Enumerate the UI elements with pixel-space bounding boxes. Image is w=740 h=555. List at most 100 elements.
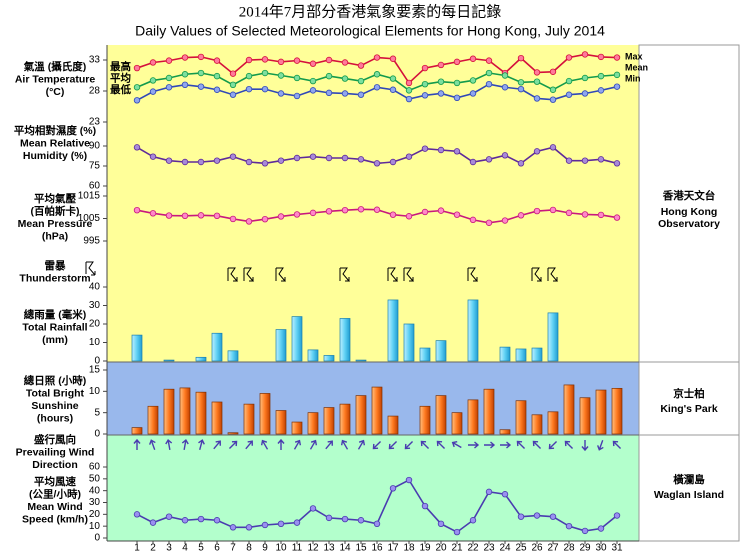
x-tick-label: 22 [467, 543, 479, 554]
panel-label: Direction [32, 459, 78, 471]
point [469, 216, 477, 224]
station-column [638, 44, 740, 542]
bar [595, 389, 607, 435]
point [517, 513, 525, 520]
point [341, 154, 349, 162]
x-tick-label: 12 [307, 543, 319, 554]
arrow-shape [468, 441, 480, 449]
wind-arrow [451, 440, 462, 449]
x-tick-label: 30 [595, 543, 607, 554]
point [261, 56, 269, 63]
point [197, 212, 205, 219]
y-tick-label: 40 [89, 282, 101, 293]
panel-label: 平均相對濕度 (%) [14, 124, 96, 137]
point [245, 56, 253, 64]
point [421, 502, 429, 510]
point [421, 208, 429, 216]
wind-arrow [325, 440, 333, 450]
point [437, 146, 445, 154]
point [149, 210, 157, 217]
x-tick-label: 14 [339, 543, 351, 554]
panel-label: (mm) [42, 334, 68, 346]
point [373, 71, 381, 78]
wind-arrow [532, 440, 542, 450]
point [549, 144, 557, 151]
point [309, 87, 317, 94]
x-tick-label: 31 [611, 543, 623, 554]
bar [435, 340, 447, 362]
wind-arrow [228, 440, 238, 450]
x-tick-label: 13 [323, 543, 335, 554]
x-tick-label: 19 [419, 543, 431, 554]
wind-arrow [181, 439, 189, 451]
y-tick-label: 5 [94, 407, 100, 418]
point [549, 96, 557, 103]
panel-label: Mean Wind [27, 501, 82, 513]
point [405, 153, 413, 160]
bar [371, 386, 383, 435]
point [437, 61, 445, 69]
point [341, 206, 349, 214]
bar [195, 391, 207, 435]
bar [131, 427, 143, 435]
point [341, 75, 349, 82]
station-en: Hong Kong [661, 206, 718, 218]
point [405, 213, 413, 220]
point [549, 86, 557, 93]
bar [483, 388, 495, 435]
point [613, 512, 621, 519]
bar [355, 395, 367, 435]
y-tick-label: 0 [94, 429, 100, 440]
title: Daily Values of Selected Meteorological … [135, 23, 605, 39]
bar [563, 384, 575, 435]
point [133, 97, 141, 104]
point [581, 157, 589, 164]
bar [547, 411, 559, 435]
bar [259, 393, 271, 435]
point [309, 505, 317, 512]
bar [211, 401, 223, 435]
point [453, 94, 461, 102]
point [421, 145, 429, 152]
wind-arrow [612, 440, 622, 450]
legend-label: Mean [625, 62, 648, 72]
bar [179, 387, 191, 435]
panel-label: Prevailing Wind [16, 446, 95, 458]
x-tick-label: 11 [292, 543, 303, 554]
wind-arrow [213, 440, 221, 450]
x-tick-label: 28 [563, 543, 575, 554]
wind-arrow [564, 440, 574, 450]
wind-arrow [436, 440, 446, 450]
wind-arrow [198, 439, 205, 451]
point [229, 153, 237, 160]
point [485, 156, 493, 163]
y-tick-label: 23 [89, 117, 101, 128]
panel-label: (hours) [37, 412, 73, 424]
bar [387, 299, 399, 362]
y-tick-label: 0 [94, 533, 100, 544]
point [277, 520, 285, 527]
point [261, 215, 269, 223]
wind-arrow [133, 438, 141, 450]
point [597, 211, 605, 219]
panel-label: Total Rainfall [22, 321, 87, 333]
arrow-shape [388, 440, 398, 450]
thunderstorm-icon [275, 267, 287, 282]
point [149, 153, 157, 160]
bar [163, 359, 175, 362]
bar [419, 405, 431, 435]
title-zh: 2014年7月部分香港氣象要素的每日記錄 [239, 2, 502, 20]
point [277, 90, 285, 97]
point [261, 69, 269, 77]
point [469, 77, 477, 84]
arrow-shape [548, 440, 558, 450]
point [181, 54, 189, 61]
y-tick-label: 30 [89, 497, 101, 508]
point [581, 74, 589, 82]
x-tick-label: 4 [182, 543, 188, 554]
wind-arrow [309, 439, 318, 450]
thunderstorm-icon [243, 267, 255, 282]
wind-arrow [165, 439, 173, 451]
x-tick-label: 2 [150, 543, 156, 554]
wind-arrow [293, 439, 302, 450]
